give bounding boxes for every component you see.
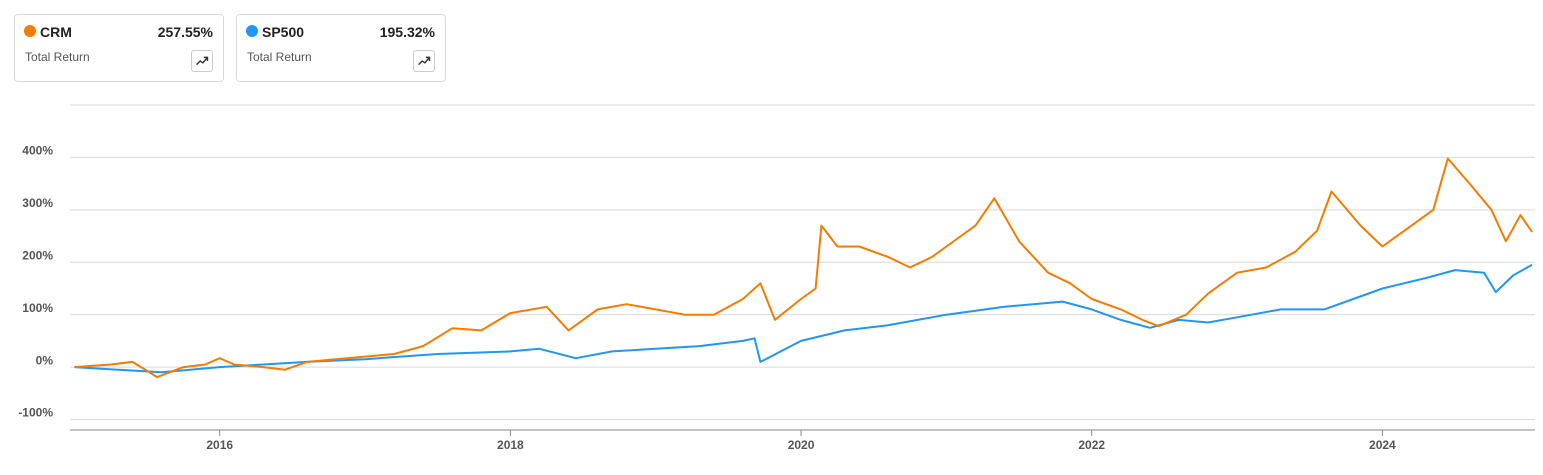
- series-card[interactable]: CRM 257.55% Total Return: [14, 14, 224, 82]
- metric-label: Total Return: [25, 50, 90, 64]
- legend-dot: [24, 25, 36, 37]
- chart-icon-button[interactable]: [413, 50, 435, 72]
- x-tick-label: 2020: [788, 438, 815, 452]
- x-tick-label: 2024: [1369, 438, 1396, 452]
- series-line: [74, 263, 1533, 374]
- series-card[interactable]: SP500 195.32% Total Return: [236, 14, 446, 82]
- y-tick-label: 300%: [22, 196, 53, 210]
- y-tick-label: -100%: [18, 406, 53, 420]
- x-tick-label: 2018: [497, 438, 524, 452]
- y-tick-label: 400%: [22, 144, 53, 158]
- series-name: SP500: [262, 24, 305, 40]
- x-tick-label: 2016: [206, 438, 233, 452]
- series-name: CRM: [40, 24, 72, 40]
- y-tick-label: 100%: [22, 301, 53, 315]
- series-line: [74, 157, 1533, 379]
- y-tick-label: 200%: [22, 248, 53, 262]
- y-tick-label: 0%: [36, 353, 54, 367]
- chart-icon-button[interactable]: [191, 50, 213, 72]
- metric-label: Total Return: [247, 50, 312, 64]
- x-tick-label: 2022: [1078, 438, 1105, 452]
- total-return-value: 195.32%: [379, 24, 435, 40]
- legend-dot: [246, 25, 258, 37]
- total-return-value: 257.55%: [157, 24, 213, 40]
